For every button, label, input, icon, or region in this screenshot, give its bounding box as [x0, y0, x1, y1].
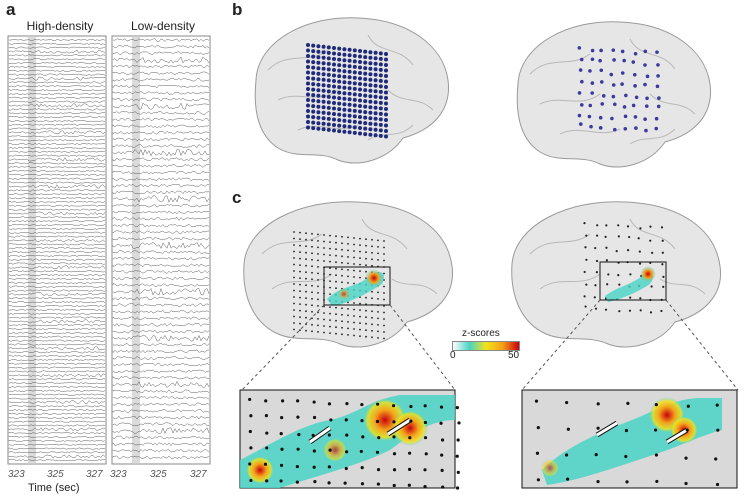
colorbar-min: 0	[450, 350, 456, 361]
zoom-inset-low-density	[521, 389, 738, 489]
colorbar-title: z-scores	[462, 328, 500, 339]
high-density-title: High-density	[26, 19, 94, 33]
right-tick-325: 325	[150, 469, 167, 480]
eeg-traces	[7, 35, 211, 465]
right-tick-327: 327	[190, 469, 207, 480]
inset-electrodes-dense	[248, 397, 461, 490]
brain-high-density-grid	[254, 17, 450, 164]
panel-letter-a: a	[6, 0, 16, 19]
panel-letter-c: c	[232, 188, 242, 207]
electrode-grid-sparse	[577, 46, 661, 133]
left-tick-323: 323	[8, 469, 25, 480]
right-tick-323: 323	[110, 469, 127, 480]
panel-letter-b: b	[232, 0, 243, 19]
colorbar-max: 50	[508, 350, 520, 361]
brain-low-density-heatmap	[511, 201, 722, 348]
electrode-grid-dense	[306, 43, 388, 139]
left-tick-325: 325	[47, 469, 64, 480]
left-tick-327: 327	[86, 469, 103, 480]
zoom-inset-high-density	[239, 389, 461, 490]
brain-high-density-heatmap	[243, 201, 454, 348]
time-axis-label: Time (sec)	[28, 482, 80, 494]
low-density-title: Low-density	[130, 19, 196, 33]
inset-electrodes-sparse	[534, 399, 720, 487]
brain-low-density-grid	[516, 21, 712, 168]
